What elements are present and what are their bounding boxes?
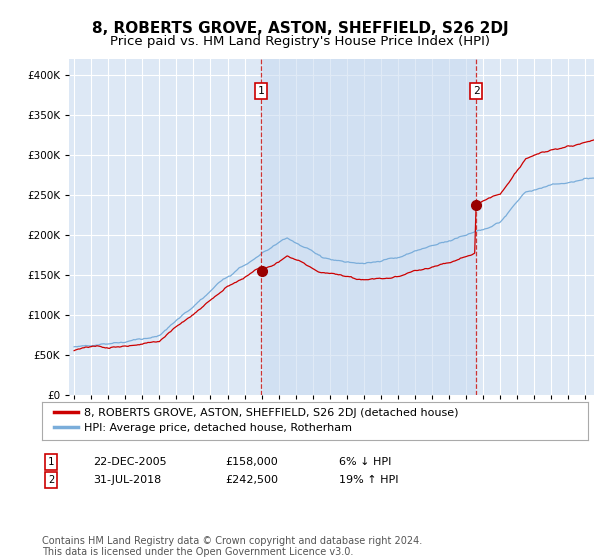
- Text: 2: 2: [473, 86, 479, 96]
- Text: 6% ↓ HPI: 6% ↓ HPI: [339, 457, 391, 467]
- Text: 8, ROBERTS GROVE, ASTON, SHEFFIELD, S26 2DJ: 8, ROBERTS GROVE, ASTON, SHEFFIELD, S26 …: [92, 21, 508, 36]
- Text: Contains HM Land Registry data © Crown copyright and database right 2024.
This d: Contains HM Land Registry data © Crown c…: [42, 535, 422, 557]
- Text: Price paid vs. HM Land Registry's House Price Index (HPI): Price paid vs. HM Land Registry's House …: [110, 35, 490, 48]
- Legend: 8, ROBERTS GROVE, ASTON, SHEFFIELD, S26 2DJ (detached house), HPI: Average price: 8, ROBERTS GROVE, ASTON, SHEFFIELD, S26 …: [50, 405, 461, 436]
- Bar: [261, 59, 476, 395]
- Text: 1: 1: [48, 457, 54, 467]
- Text: £242,500: £242,500: [225, 475, 278, 485]
- Text: 2: 2: [48, 475, 54, 485]
- Text: 22-DEC-2005: 22-DEC-2005: [93, 457, 167, 467]
- Text: 31-JUL-2018: 31-JUL-2018: [93, 475, 161, 485]
- Text: 1: 1: [258, 86, 265, 96]
- Text: £158,000: £158,000: [225, 457, 278, 467]
- Text: 19% ↑ HPI: 19% ↑ HPI: [339, 475, 398, 485]
